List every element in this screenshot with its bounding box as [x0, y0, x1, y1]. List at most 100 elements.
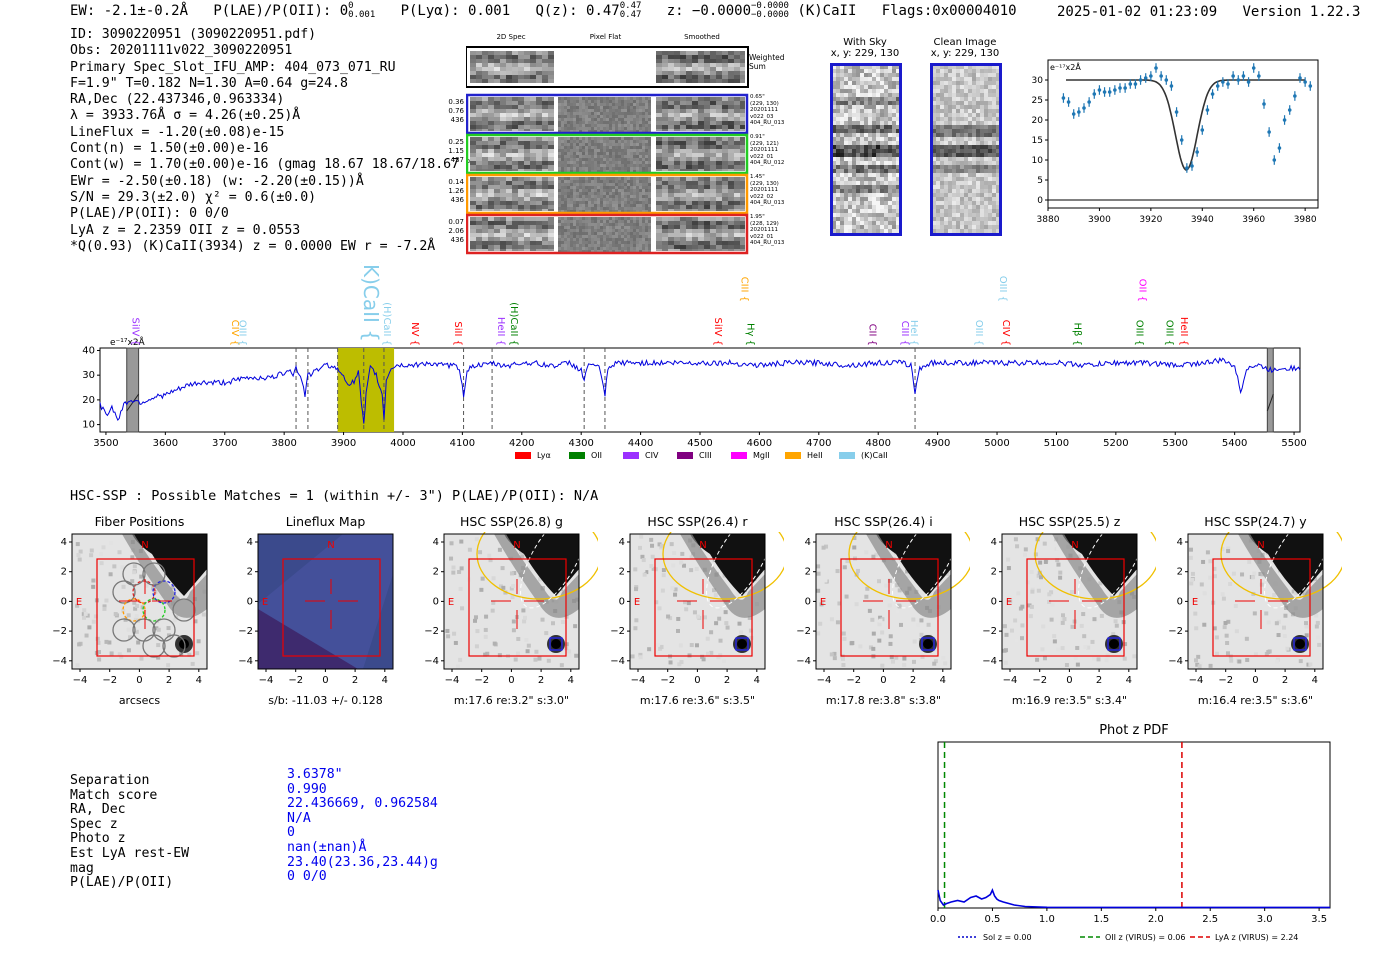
noise-pixel: [710, 197, 716, 201]
flat-pixel: [612, 232, 615, 235]
sky-pixel: [880, 213, 884, 217]
flat-pixel: [558, 192, 561, 195]
sky-pixel: [840, 201, 844, 205]
noise-pixel: [680, 217, 686, 221]
sky-pixel: [892, 101, 896, 105]
sky-pixel: [856, 181, 860, 185]
flat-pixel: [561, 201, 564, 204]
sky-pixel: [852, 161, 856, 165]
flat-pixel: [609, 170, 612, 173]
noise-pixel: [536, 165, 542, 169]
flat-pixel: [627, 186, 630, 189]
sky-pixel: [896, 169, 900, 173]
sky-pixel: [972, 201, 976, 205]
flat-pixel: [591, 189, 594, 192]
sky-pixel: [940, 85, 944, 89]
sky-pixel: [940, 69, 944, 73]
noise-pixel: [494, 55, 500, 59]
sky-pixel: [948, 185, 952, 189]
flat-pixel: [621, 217, 624, 220]
sky-pixel: [948, 77, 952, 81]
noise-pixel: [512, 63, 518, 67]
flat-pixel: [621, 121, 624, 124]
noise-pixel: [470, 237, 476, 241]
data-point: [1262, 102, 1266, 106]
flat-pixel: [636, 210, 639, 213]
data-point: [1246, 80, 1251, 84]
sky-pixel: [980, 129, 984, 133]
flat-pixel: [600, 100, 603, 103]
search-box: [282, 558, 381, 657]
sky-pixel: [852, 193, 856, 197]
flat-pixel: [621, 124, 624, 127]
noise-pixel: [512, 153, 518, 157]
flat-pixel: [597, 244, 600, 247]
noise-pixel: [542, 249, 548, 251]
noise-pixel: [548, 113, 554, 117]
flat-pixel: [573, 124, 576, 127]
noise-pixel: [500, 181, 506, 185]
flat-pixel: [561, 198, 564, 201]
noise-pixel: [740, 153, 745, 157]
flat-pixel: [579, 238, 582, 241]
noise-pixel: [524, 241, 530, 245]
flat-pixel: [585, 198, 588, 201]
noise-pixel: [536, 101, 542, 105]
flat-pixel: [579, 97, 582, 100]
sky-pixel: [992, 137, 996, 141]
noise-pixel: [500, 193, 506, 197]
flat-pixel: [594, 244, 597, 247]
sky-pixel: [936, 217, 940, 221]
noise-pixel: [722, 137, 728, 141]
sky-pixel: [984, 161, 988, 165]
sky-pixel: [976, 169, 980, 173]
cutout-noise: [75, 663, 80, 668]
sky-pixel: [848, 81, 852, 85]
noise-pixel: [536, 145, 542, 149]
flat-pixel: [639, 143, 642, 146]
sky-pixel: [872, 157, 876, 161]
noise-pixel: [530, 217, 536, 221]
cutout-noise: [102, 604, 107, 609]
cutout-noise: [524, 637, 529, 642]
noise-pixel: [482, 105, 488, 109]
sky-pixel: [976, 205, 980, 209]
flat-pixel: [624, 229, 627, 232]
noise-pixel: [656, 101, 662, 105]
flat-pixel: [576, 192, 579, 195]
noise-pixel: [734, 221, 740, 225]
cutout-noise: [165, 613, 170, 618]
noise-pixel: [500, 201, 506, 205]
data-point: [1277, 146, 1282, 150]
cutout-noise: [559, 663, 564, 668]
sky-pixel: [876, 217, 880, 221]
noise-pixel: [470, 229, 476, 233]
sky-pixel: [852, 185, 856, 189]
flat-pixel: [582, 127, 585, 130]
flat-pixel: [642, 127, 645, 130]
flat-pixel: [597, 161, 600, 164]
noise-pixel: [662, 209, 668, 211]
sky-pixel: [888, 77, 892, 81]
noise-pixel: [722, 245, 728, 249]
sky-pixel: [872, 229, 876, 233]
flat-pixel: [597, 137, 600, 140]
cutout-noise: [718, 653, 723, 658]
flat-pixel: [570, 124, 573, 127]
sky-pixel: [888, 149, 892, 153]
noise-pixel: [680, 165, 686, 169]
flat-pixel: [606, 143, 609, 146]
flat-pixel: [561, 103, 564, 106]
flat-pixel: [639, 189, 642, 192]
flat-pixel: [639, 226, 642, 229]
flat-pixel: [570, 100, 573, 103]
sky-pixel: [860, 181, 864, 185]
flat-pixel: [627, 97, 630, 100]
noise-pixel: [698, 193, 704, 197]
sky-pixel: [992, 117, 996, 121]
flat-pixel: [561, 189, 564, 192]
noise-pixel: [662, 71, 668, 75]
flat-pixel: [573, 149, 576, 152]
sky-pixel: [944, 193, 948, 197]
flat-pixel: [624, 244, 627, 247]
